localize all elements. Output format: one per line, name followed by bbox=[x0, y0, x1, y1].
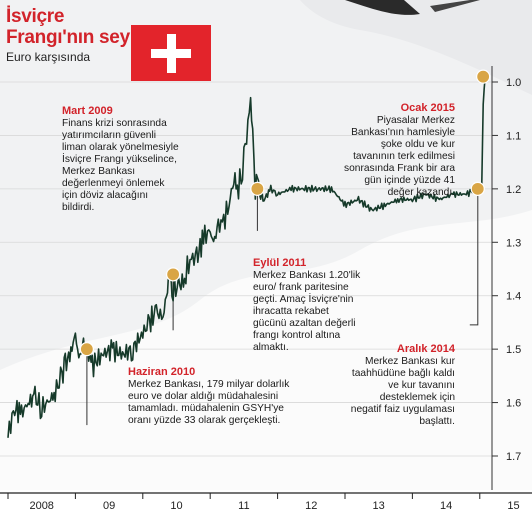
x-tick-label: 10 bbox=[170, 500, 182, 512]
y-tick-label: 1.7 bbox=[506, 451, 521, 463]
y-tick-label: 1.3 bbox=[506, 237, 521, 249]
annotation-dec-2014: Aralık 2014 Merkez Bankası kur taahhüdün… bbox=[350, 343, 455, 427]
swiss-flag bbox=[131, 25, 211, 81]
y-tick-label: 1.5 bbox=[506, 344, 521, 356]
skier-silhouette bbox=[345, 0, 420, 15]
annotation-marker bbox=[470, 181, 485, 196]
y-tick-label: 1.0 bbox=[506, 77, 521, 89]
x-tick-label: 13 bbox=[373, 500, 385, 512]
x-axis: 2008 09 10 11 12 13 14 15 bbox=[0, 490, 532, 529]
x-tick-label: 14 bbox=[440, 500, 452, 512]
x-axis-band bbox=[0, 490, 532, 529]
annotation-marker bbox=[166, 267, 181, 282]
annotation-marker bbox=[476, 69, 491, 84]
annotation-leaders bbox=[86, 76, 484, 426]
x-tick-label: 2008 bbox=[29, 500, 53, 512]
y-tick-label: 1.1 bbox=[506, 130, 521, 142]
annotation-mar-2009: Mart 2009 Finans krizi sonrasında yatırı… bbox=[62, 105, 179, 213]
chart-subtitle: Euro karşısında bbox=[6, 50, 91, 64]
x-tick-label: 09 bbox=[103, 500, 115, 512]
y-tick-label: 1.6 bbox=[506, 398, 521, 410]
y-axis: 1.0 1.1 1.2 1.3 1.4 1.5 1.6 1.7 bbox=[491, 66, 521, 495]
y-tick-label: 1.2 bbox=[506, 184, 521, 196]
annotation-marker bbox=[250, 181, 265, 196]
annotation-jun-2010: Haziran 2010 Merkez Bankası, 179 milyar … bbox=[128, 366, 290, 426]
annotation-sep-2011: Eylül 2011 Merkez Bankası 1.20'lik euro/… bbox=[253, 257, 361, 353]
x-tick-label: 11 bbox=[238, 500, 249, 512]
x-tick-label: 15 bbox=[507, 500, 519, 512]
annotation-marker bbox=[79, 342, 94, 357]
annotation-markers bbox=[79, 69, 491, 357]
leader-line bbox=[469, 188, 479, 326]
x-tick-label: 12 bbox=[305, 500, 317, 512]
y-tick-label: 1.4 bbox=[506, 291, 521, 303]
annotation-jan-2015: Ocak 2015 Piyasalar Merkez Bankası'nın h… bbox=[344, 102, 455, 198]
chart-title: İsviçre Frangı'nın seyri bbox=[6, 6, 142, 48]
